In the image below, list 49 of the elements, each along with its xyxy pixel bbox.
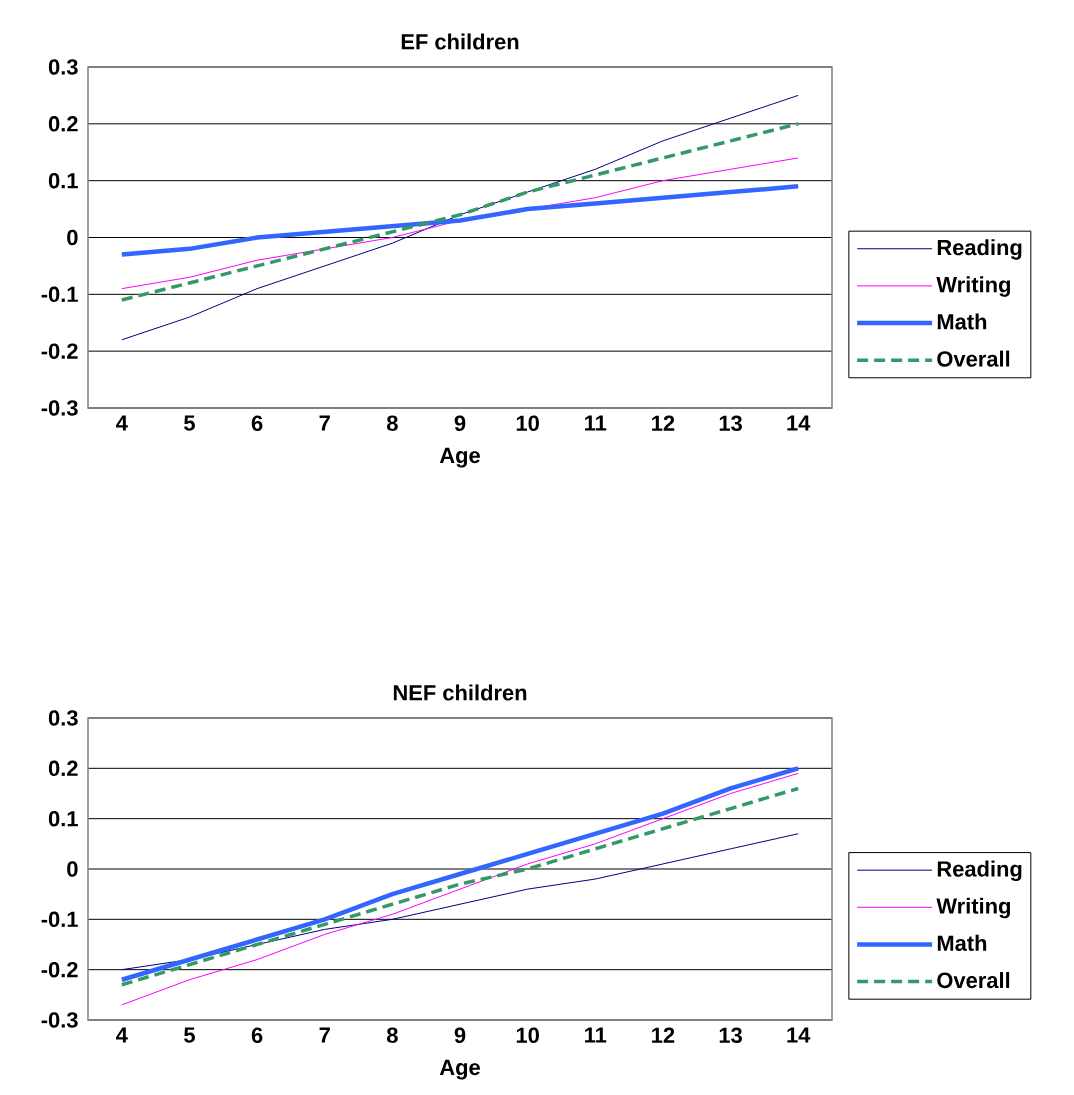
x-tick-label: 11: [585, 1027, 607, 1043]
y-tick-label: -0.1: [41, 286, 78, 303]
y-tick-label: 0.2: [48, 760, 78, 777]
chart-title: EF children: [401, 33, 519, 50]
x-tick-label: 5: [184, 1027, 195, 1043]
x-axis-title: Age: [439, 447, 480, 468]
y-tick-label: 0: [67, 861, 78, 877]
legend-label: Writing: [936, 276, 1010, 297]
x-tick-label: 14: [787, 415, 811, 431]
y-tick-label: -0.3: [41, 400, 78, 416]
legend-label: Math: [937, 934, 987, 951]
legend-label: Writing: [936, 897, 1010, 919]
x-tick-label: 6: [251, 1027, 263, 1044]
x-tick-label: 7: [319, 1027, 330, 1043]
x-tick-label: 13: [719, 1027, 742, 1044]
y-tick-label: 0.2: [48, 116, 78, 132]
legend-label: Overall: [937, 972, 1010, 989]
x-tick-label: 14: [787, 1027, 811, 1043]
y-tick-label: -0.3: [41, 1012, 78, 1028]
x-tick-label: 12: [652, 415, 675, 431]
y-tick-label: 0.1: [48, 810, 78, 827]
chart-title: NEF children: [393, 684, 527, 701]
legend-label: Reading: [937, 239, 1022, 260]
x-tick-label: 6: [251, 415, 263, 432]
x-tick-label: 8: [386, 415, 398, 432]
y-tick-label: -0.1: [41, 911, 78, 928]
x-tick-label: 10: [516, 1027, 539, 1044]
x-tick-label: 13: [719, 415, 742, 432]
y-tick-label: 0.3: [48, 59, 78, 75]
x-tick-label: 8: [386, 1027, 398, 1044]
x-axis-title: Age: [439, 1059, 480, 1080]
legend-label: Math: [937, 313, 987, 330]
x-tick-label: 10: [516, 415, 539, 432]
y-tick-label: -0.2: [41, 961, 78, 978]
x-tick-label: 4: [116, 1027, 128, 1043]
x-tick-label: 5: [184, 415, 195, 431]
x-tick-label: 9: [454, 1027, 466, 1044]
y-tick-label: 0.3: [48, 710, 78, 726]
x-tick-label: 7: [319, 415, 330, 431]
y-tick-label: 0: [67, 229, 78, 246]
legend-label: Reading: [937, 860, 1022, 882]
line-series: [121, 94, 799, 341]
y-tick-label: 0.1: [48, 172, 78, 189]
x-tick-label: 9: [454, 415, 466, 432]
legend-label: Overall: [937, 350, 1010, 367]
x-tick-label: 11: [585, 415, 607, 431]
x-tick-label: 4: [116, 415, 128, 431]
x-tick-label: 12: [652, 1027, 675, 1043]
y-tick-label: -0.2: [41, 343, 78, 359]
